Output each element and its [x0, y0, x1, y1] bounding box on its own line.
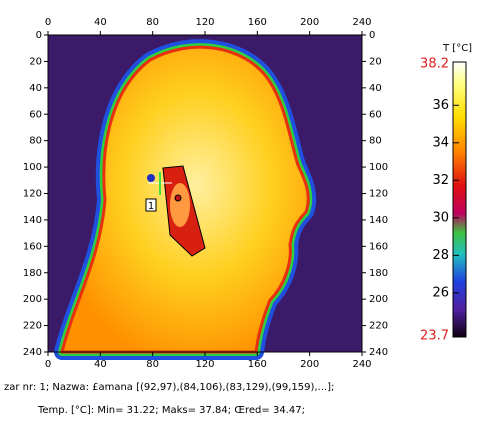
colorbar	[452, 61, 467, 338]
colorbar-tick-label: 30	[432, 210, 449, 225]
y-tick-label-right: 240	[369, 347, 388, 358]
y-tick-label-left: 100	[23, 162, 42, 173]
y-tick-label-right: 140	[369, 215, 388, 226]
y-tick-label-left: 180	[23, 268, 42, 279]
y-tick-label-right: 220	[369, 321, 388, 332]
x-tick-label-bottom: 160	[248, 359, 267, 370]
y-tick-label-left: 80	[29, 136, 42, 147]
y-tick-label-right: 0	[369, 30, 375, 41]
y-tick-label-right: 160	[369, 241, 388, 252]
y-tick-label-left: 160	[23, 241, 42, 252]
y-tick-label-right: 200	[369, 294, 388, 305]
x-tick-label-bottom: 120	[195, 359, 214, 370]
colorbar-tick-label: 34	[432, 135, 449, 150]
x-tick-label-top: 0	[45, 17, 51, 28]
y-tick-label-right: 100	[369, 162, 388, 173]
colorbar-tick-label: 26	[432, 285, 449, 300]
x-tick-label-top: 160	[248, 17, 267, 28]
y-tick-label-right: 80	[369, 136, 382, 147]
colorbar-tick-label: 28	[432, 248, 449, 263]
y-tick-label-right: 20	[369, 56, 382, 67]
colorbar-min: 23.7	[420, 329, 449, 344]
info-line-2: Temp. [°C]: Min= 31.22; Maks= 37.84; Œre…	[37, 405, 305, 416]
y-tick-label-left: 140	[23, 215, 42, 226]
x-tick-label-bottom: 240	[352, 359, 371, 370]
x-tick-label-bottom: 80	[146, 359, 159, 370]
colorbar-max: 38.2	[420, 57, 449, 72]
y-tick-label-left: 20	[29, 56, 42, 67]
x-tick-label-bottom: 200	[300, 359, 319, 370]
x-tick-label-top: 40	[94, 17, 107, 28]
y-tick-label-left: 40	[29, 83, 42, 94]
y-tick-label-left: 240	[23, 347, 42, 358]
x-tick-label-top: 200	[300, 17, 319, 28]
x-tick-label-bottom: 40	[94, 359, 107, 370]
colorbar-tick-label: 36	[432, 98, 449, 113]
y-tick-label-right: 180	[369, 268, 388, 279]
x-tick-label-bottom: 0	[45, 359, 51, 370]
colorbar-tick-label: 32	[432, 173, 449, 188]
y-tick-label-left: 220	[23, 321, 42, 332]
colorbar-label: T [°C]	[442, 43, 472, 54]
y-tick-label-right: 120	[369, 189, 388, 200]
y-tick-label-right: 40	[369, 83, 382, 94]
y-tick-label-right: 60	[369, 109, 382, 120]
y-tick-label-left: 60	[29, 109, 42, 120]
x-tick-label-top: 120	[195, 17, 214, 28]
head: 1	[54, 39, 317, 360]
info-line-1: zar nr: 1; Nazwa: £amana [(92,97),(84,10…	[4, 382, 334, 393]
y-tick-label-left: 120	[23, 189, 42, 200]
marker-label: 1	[148, 201, 154, 212]
x-tick-label-top: 80	[146, 17, 159, 28]
y-tick-label-left: 0	[36, 30, 42, 41]
x-tick-label-top: 240	[352, 17, 371, 28]
y-tick-label-left: 200	[23, 294, 42, 305]
